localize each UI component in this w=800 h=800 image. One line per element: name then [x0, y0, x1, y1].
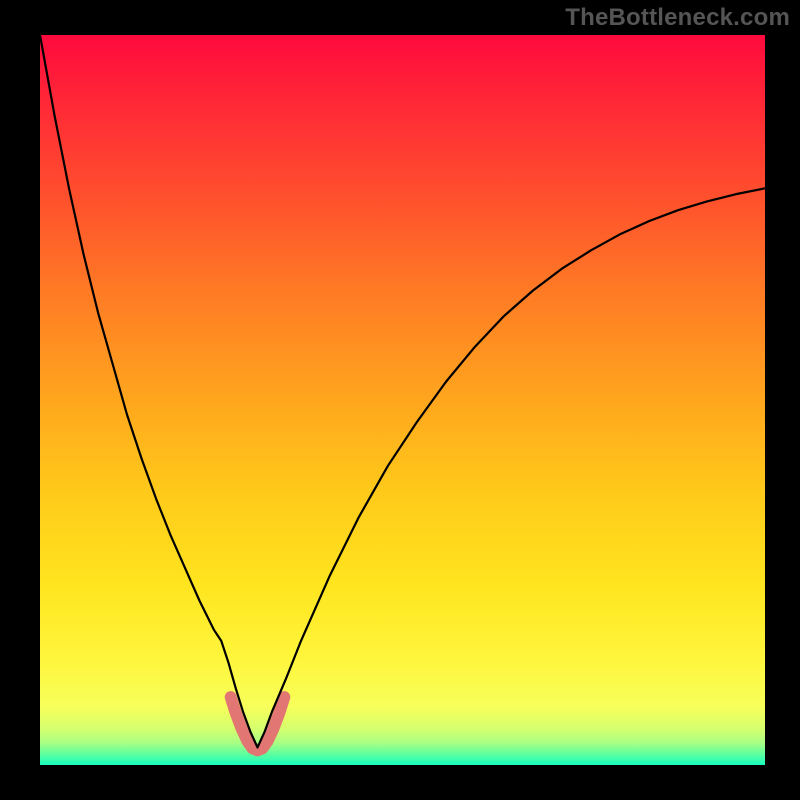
chart-frame: TheBottleneck.com [0, 0, 800, 800]
plot-background [40, 35, 765, 765]
bottleneck-chart [0, 0, 800, 800]
watermark-text: TheBottleneck.com [565, 4, 790, 32]
